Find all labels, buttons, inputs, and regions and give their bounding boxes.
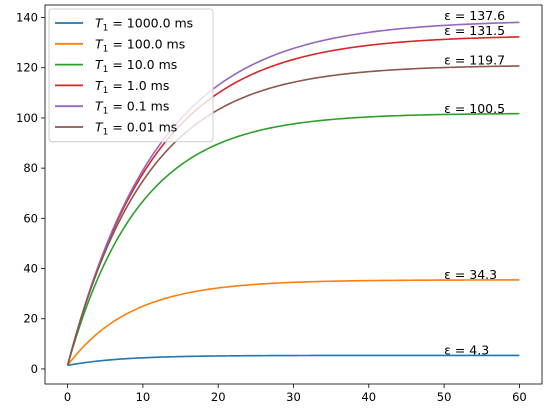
y-tick-label: 20 (23, 312, 38, 326)
legend: T1 = 1000.0 ms T1 = 100.0 ms T1 = 10.0 ms T… (48, 8, 214, 143)
x-tick-label: 20 (211, 390, 226, 404)
y-tick-label: 60 (23, 211, 38, 225)
y-tick-label: 140 (16, 11, 38, 25)
series-line-6 (66, 65, 520, 366)
y-tick-label: 100 (16, 111, 38, 125)
annotations: ε = 4.3 ε = 34.3 ε = 100.5 ε = 131.5ε = 137… (444, 8, 505, 358)
x-tick-label: 30 (286, 390, 301, 404)
series-line-5 (66, 21, 520, 366)
legend-label: T1 = 0.01 ms (95, 120, 177, 138)
series-line-4 (66, 36, 520, 366)
legend-label: T1 = 100.0 ms (95, 36, 185, 54)
series-lines (66, 21, 520, 367)
series-line-2 (66, 279, 520, 366)
legend-label: T1 = 0.1 ms (95, 99, 169, 117)
epsilon-annotation: ε = 131.5 (444, 23, 505, 38)
series-line-1 (67, 354, 520, 367)
epsilon-annotation: ε = 137.6 (444, 8, 505, 23)
x-tick-label: 10 (136, 390, 151, 404)
legend-label: T1 = 1000.0 ms (95, 16, 193, 34)
x-tick-label: 50 (437, 390, 452, 404)
epsilon-annotation: ε = 119.7 (444, 53, 505, 68)
epsilon-annotation: ε = 100.5 (444, 101, 505, 116)
x-axis-ticks: 0 10 20 30 40 50 60 (64, 384, 527, 404)
y-tick-label: 40 (23, 262, 38, 276)
series-line-3 (66, 112, 520, 366)
epsilon-annotation: ε = 4.3 (444, 342, 489, 357)
legend-label: T1 = 1.0 ms (95, 78, 169, 96)
legend-label: T1 = 10.0 ms (95, 57, 177, 75)
x-tick-label: 40 (361, 390, 376, 404)
y-tick-label: 0 (31, 362, 38, 376)
epsilon-annotation: ε = 34.3 (444, 267, 497, 282)
y-tick-label: 80 (23, 161, 38, 175)
x-tick-label: 0 (64, 390, 71, 404)
y-axis-ticks: 0 20 40 60 80 100 120 140 (16, 11, 45, 376)
legend-box (48, 8, 214, 143)
y-tick-label: 120 (16, 61, 38, 75)
x-tick-label: 60 (512, 390, 527, 404)
